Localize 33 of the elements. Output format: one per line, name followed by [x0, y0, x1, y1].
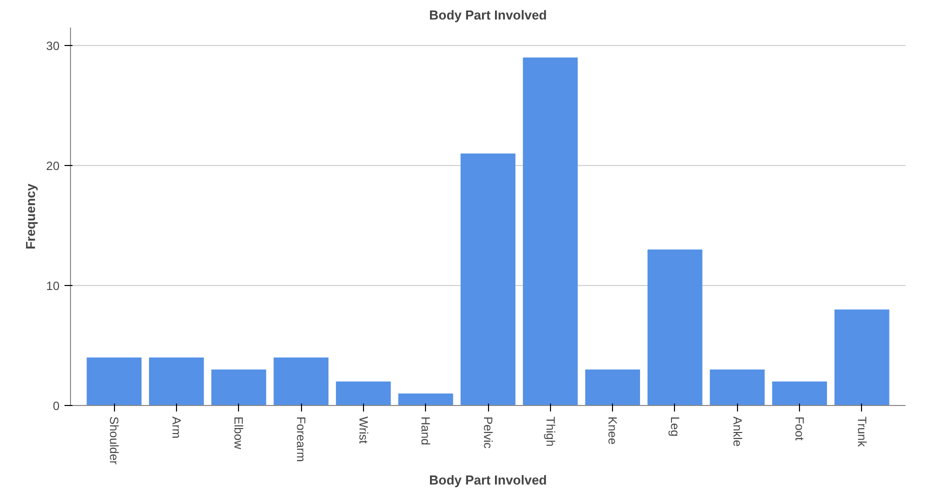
y-tick-label: 30: [46, 39, 60, 53]
bar: [398, 394, 454, 406]
x-tick-label: Hand: [418, 416, 433, 446]
bar: [585, 370, 640, 406]
y-tick-label: 10: [46, 279, 60, 293]
x-tick-label: Ankle: [730, 416, 744, 447]
bar: [648, 250, 702, 406]
x-tick-label: Thigh: [543, 416, 558, 447]
x-tick-label: Shoulder: [107, 416, 122, 465]
bar: [274, 358, 328, 406]
x-tick-label: Leg: [668, 416, 682, 437]
bar: [336, 382, 391, 406]
chart-title: Body Part Involved: [429, 8, 547, 22]
x-tick-label: Trunk: [854, 416, 869, 448]
bar: [149, 358, 204, 406]
x-axis-title: Body Part Involved: [429, 472, 547, 488]
bar: [211, 370, 266, 406]
y-tick-label: 20: [46, 159, 60, 173]
x-tick-label: Forearm: [294, 416, 308, 462]
x-tick-label: Wrist: [356, 416, 370, 444]
bar: [522, 58, 578, 406]
x-tick-label: Foot: [792, 416, 807, 442]
bar: [834, 310, 890, 406]
x-tick-label: Arm: [169, 416, 184, 438]
bar: [460, 154, 516, 406]
bar: [86, 358, 142, 406]
y-axis-title: Frequency: [23, 182, 38, 250]
x-tick-label: Pelvic: [481, 416, 495, 449]
bar: [772, 382, 827, 406]
x-tick-label: Elbow: [232, 416, 246, 450]
y-tick-label: 0: [52, 399, 60, 413]
x-tick-label: Knee: [606, 416, 620, 445]
bar: [710, 370, 765, 406]
